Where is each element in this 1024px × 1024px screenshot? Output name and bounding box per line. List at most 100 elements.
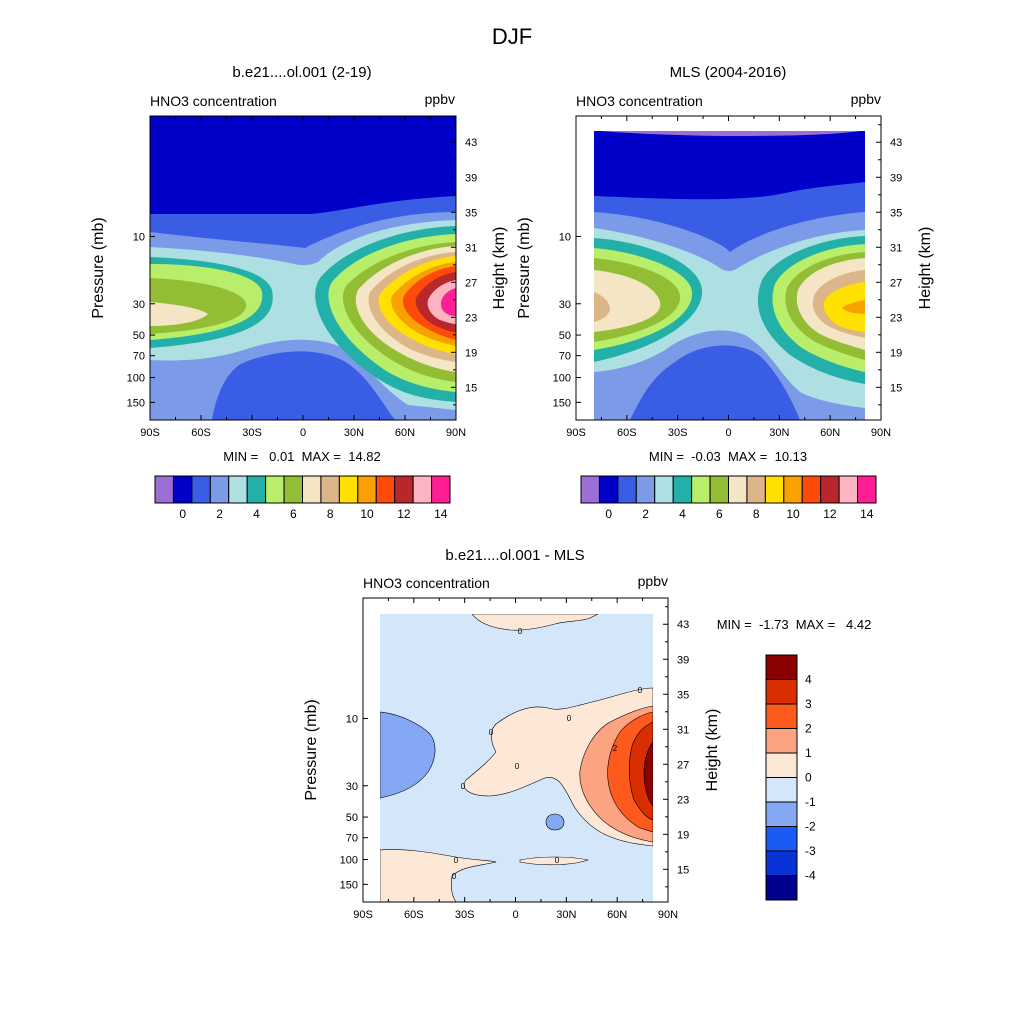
colorbar-label: 4 bbox=[679, 507, 686, 521]
contour-label: 0 bbox=[567, 714, 572, 723]
y-tick-label: 50 bbox=[346, 812, 358, 824]
colorbar-label: 8 bbox=[753, 507, 760, 521]
y-tick-label: 10 bbox=[133, 231, 145, 243]
colorbar-box bbox=[246, 475, 267, 504]
y-tick-right-label: 23 bbox=[465, 312, 477, 324]
colorbar-box bbox=[375, 475, 396, 504]
x-tick-label: 30S bbox=[668, 427, 688, 439]
band-7 bbox=[150, 302, 208, 326]
band-pos-top bbox=[471, 614, 599, 631]
y-axis-label-right: Height (km) bbox=[704, 709, 721, 792]
x-tick-label: 0 bbox=[725, 427, 731, 439]
colorbar-label: 0 bbox=[805, 771, 812, 785]
x-tick-label: 90S bbox=[566, 427, 586, 439]
colorbar-box bbox=[209, 475, 230, 504]
contour-label: 0 bbox=[461, 782, 466, 791]
colorbar-box bbox=[857, 475, 877, 504]
panel-observed: MLS (2004-2016) HNO3 concentration ppbv … bbox=[516, 64, 934, 521]
contour-label: 0 bbox=[638, 686, 643, 695]
band-14r bbox=[440, 288, 456, 316]
y-tick-label: 100 bbox=[553, 373, 571, 385]
colorbar: 0 2 4 6 8 10 12 14 bbox=[580, 475, 877, 521]
y-tick-right-label: 27 bbox=[677, 759, 689, 771]
band-pos-bottom bbox=[380, 849, 497, 902]
units-label: ppbv bbox=[638, 573, 668, 589]
colorbar-box bbox=[580, 475, 600, 504]
colorbar-box bbox=[394, 475, 414, 504]
colorbar-box bbox=[764, 475, 785, 504]
x-tick-label: 90S bbox=[353, 909, 373, 921]
colorbar-box bbox=[801, 475, 822, 504]
colorbar-label: 6 bbox=[290, 507, 297, 521]
contour-label: 0 bbox=[518, 627, 523, 636]
colorbar-box bbox=[765, 850, 798, 876]
y-tick-label: 30 bbox=[346, 781, 358, 793]
units-label: ppbv bbox=[851, 91, 881, 107]
contour-label: 0 bbox=[489, 728, 494, 737]
colorbar-label: 10 bbox=[360, 507, 374, 521]
y-tick-right-label: 31 bbox=[465, 242, 477, 254]
colorbar-box bbox=[783, 475, 803, 504]
x-tick-label: 60N bbox=[607, 909, 627, 921]
y-tick-right-label: 19 bbox=[465, 347, 477, 359]
colorbar-box bbox=[283, 475, 303, 504]
y-tick-label: 50 bbox=[133, 330, 145, 342]
contour-label: 0 bbox=[555, 856, 560, 865]
x-tick-label: 60N bbox=[820, 427, 840, 439]
colorbar-box bbox=[228, 475, 248, 504]
colorbar-label: 2 bbox=[642, 507, 649, 521]
x-tick-label: 0 bbox=[300, 427, 306, 439]
x-tick-label: 60S bbox=[617, 427, 637, 439]
band-10r bbox=[842, 300, 865, 314]
colorbar-box bbox=[838, 475, 859, 504]
contour-label: 0 bbox=[452, 872, 457, 881]
x-tick-label: 90N bbox=[446, 427, 466, 439]
colorbar-box bbox=[357, 475, 377, 504]
y-axis-label: Pressure (mb) bbox=[516, 217, 533, 318]
variable-label: HNO3 concentration bbox=[150, 93, 277, 109]
colorbar-label: 3 bbox=[805, 697, 812, 711]
y-tick-right-label: 43 bbox=[677, 619, 689, 631]
x-tick-label: 30N bbox=[344, 427, 364, 439]
colorbar-box bbox=[820, 475, 840, 504]
colorbar-box bbox=[765, 752, 798, 778]
axes: 90S 60S 30S 0 30N 60N 90N103050701001504339353… bbox=[340, 598, 689, 921]
contour-plot bbox=[380, 614, 653, 902]
colorbar-box bbox=[765, 728, 798, 754]
y-tick-label: 150 bbox=[127, 397, 145, 409]
y-axis-label-right: Height (km) bbox=[917, 227, 934, 310]
contour-plot bbox=[150, 116, 456, 420]
colorbar-box bbox=[765, 654, 798, 680]
colorbar-label: 4 bbox=[805, 673, 812, 687]
band-pos4 bbox=[643, 741, 653, 807]
y-tick-right-label: 35 bbox=[677, 689, 689, 701]
colorbar-label: -3 bbox=[805, 844, 816, 858]
panel-difference: b.e21....ol.001 - MLS HNO3 concentration… bbox=[303, 547, 871, 921]
colorbar-label: 6 bbox=[716, 507, 723, 521]
colorbar-label: 12 bbox=[397, 507, 411, 521]
y-tick-label: 50 bbox=[559, 330, 571, 342]
y-tick-right-label: 39 bbox=[890, 172, 902, 184]
contour-label: 0 bbox=[454, 856, 459, 865]
colorbar-box bbox=[635, 475, 656, 504]
y-tick-right-label: 27 bbox=[465, 277, 477, 289]
variable-label: HNO3 concentration bbox=[363, 575, 490, 591]
units-label: ppbv bbox=[425, 91, 455, 107]
figure-title: DJF bbox=[492, 24, 532, 49]
colorbar-label: 8 bbox=[327, 507, 334, 521]
y-tick-right-label: 19 bbox=[890, 347, 902, 359]
x-tick-label: 30S bbox=[242, 427, 262, 439]
colorbar-box bbox=[765, 801, 798, 827]
y-axis-label-right: Height (km) bbox=[491, 227, 508, 310]
band-neg bbox=[600, 131, 860, 136]
colorbar-label: 0 bbox=[605, 507, 612, 521]
colorbar-label: 10 bbox=[786, 507, 800, 521]
y-tick-label: 10 bbox=[559, 231, 571, 243]
colorbar-box bbox=[728, 475, 748, 504]
colorbar-box bbox=[320, 475, 340, 504]
y-axis-label: Pressure (mb) bbox=[303, 699, 320, 800]
y-tick-right-label: 43 bbox=[890, 137, 902, 149]
colorbar-box bbox=[338, 475, 359, 504]
colorbar-box bbox=[672, 475, 693, 504]
y-tick-label: 70 bbox=[133, 351, 145, 363]
